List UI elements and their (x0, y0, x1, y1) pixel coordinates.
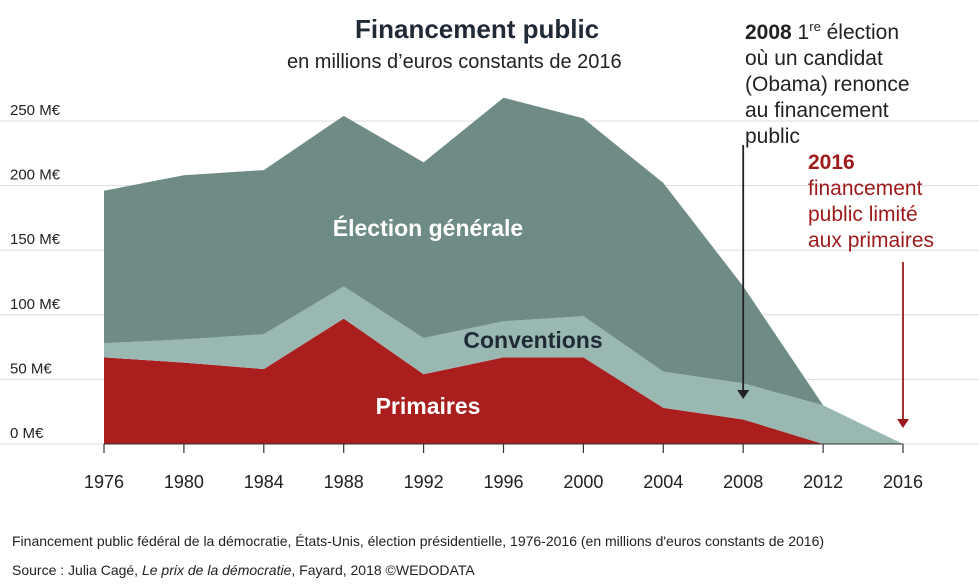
x-tick-label: 2012 (803, 472, 843, 492)
x-tick-label: 2016 (883, 472, 923, 492)
footer-source-book: Le prix de la démocratie (141, 562, 292, 578)
area-primaires (104, 318, 903, 444)
label-election-generale: Élection générale (333, 214, 523, 241)
annotation-2008-line2: où un candidat (745, 47, 883, 70)
area-election-generale (104, 97, 903, 444)
arrow-head-2008 (737, 390, 750, 399)
x-tick-label: 1984 (244, 472, 284, 492)
annotation-2008-sup: re (809, 19, 821, 34)
y-tick-label: 50 M€ (10, 360, 52, 377)
arrow-head-2016 (897, 419, 909, 428)
x-tick-label: 2000 (563, 472, 603, 492)
y-tick-label: 0 M€ (10, 425, 44, 442)
annotation-2008-line1: élection (820, 21, 900, 44)
annotation-2008-year: 2008 (745, 21, 792, 44)
label-conventions: Conventions (463, 327, 602, 353)
annotation-2016-line4: aux primaires (808, 229, 935, 252)
annotation-2016-line3: public limité (808, 203, 918, 226)
chart-subtitle: en millions d’euros constants de 2016 (287, 51, 622, 73)
annotation-2008-line3: (Obama) renonce (745, 73, 910, 96)
footer-description: Financement public fédéral de la démocra… (12, 533, 825, 549)
x-tick-label: 2008 (723, 472, 763, 492)
x-tick-label: 1976 (84, 472, 124, 492)
chart-title: Financement public (355, 14, 600, 44)
annotation-2008: 2008 1re élection où un candidat (Obama)… (745, 14, 975, 150)
x-tick-label: 1996 (483, 472, 523, 492)
x-tick-label: 1980 (164, 472, 204, 492)
label-primaires: Primaires (376, 393, 481, 419)
annotation-2008-ordinal: 1 (791, 21, 810, 44)
footer-source-prefix: Source : Julia Cagé, (12, 562, 142, 578)
annotation-2016: 2016 financement public limité aux prima… (808, 150, 978, 254)
annotation-2008-line4: au financement (745, 99, 889, 122)
footer-source: Source : Julia Cagé, Le prix de la démoc… (12, 562, 475, 578)
y-tick-label: 100 M€ (10, 296, 61, 313)
annotation-2016-line2: financement (808, 177, 923, 200)
area-conventions (104, 286, 903, 444)
x-tick-label: 1992 (404, 472, 444, 492)
x-tick-label: 1988 (324, 472, 364, 492)
annotation-2008-line5: public (745, 125, 800, 148)
y-tick-label: 150 M€ (10, 231, 61, 248)
footer-source-suffix: , Fayard, 2018 ©WEDODATA (291, 562, 475, 578)
y-tick-label: 250 M€ (10, 102, 61, 119)
annotation-2016-year: 2016 (808, 151, 855, 174)
x-tick-label: 2004 (643, 472, 683, 492)
y-tick-label: 200 M€ (10, 167, 61, 184)
